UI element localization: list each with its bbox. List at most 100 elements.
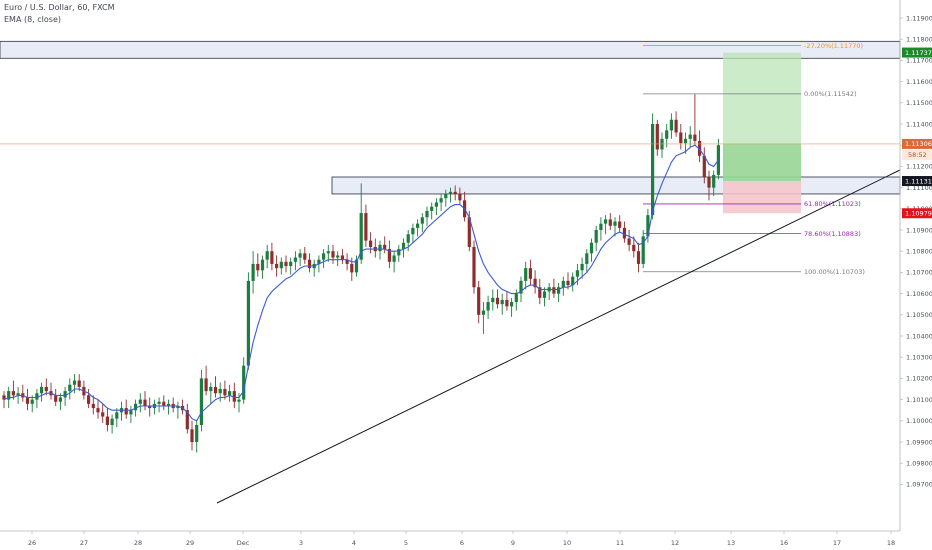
candle-body <box>608 219 612 226</box>
candle-body <box>444 193 448 199</box>
x-tick-label: 13 <box>727 539 735 547</box>
y-tick-label: 1.10500 <box>906 311 932 319</box>
candle-body <box>401 242 406 250</box>
candle-body <box>246 280 250 366</box>
x-tick-label: 5 <box>404 539 408 547</box>
y-tick-label: 1.10200 <box>906 375 932 383</box>
candle-body <box>392 255 396 262</box>
candle-body <box>124 408 128 415</box>
candle-body <box>260 259 265 271</box>
candle-body <box>420 217 424 224</box>
candle-body <box>298 253 302 258</box>
candle-body <box>495 297 500 305</box>
candle-body <box>387 249 391 262</box>
candle-body <box>96 408 100 413</box>
candle-body <box>599 223 603 230</box>
candle-body <box>7 391 11 400</box>
candle-body <box>585 253 589 264</box>
candle-body <box>284 261 288 267</box>
candle-body <box>467 217 471 247</box>
candle-body <box>242 365 246 400</box>
candle-body <box>331 251 335 258</box>
y-tick-label: 1.11400 <box>906 120 932 128</box>
candle-body <box>195 425 199 442</box>
candle-body <box>218 389 222 394</box>
y-tick-label: 1.11900 <box>906 14 932 22</box>
candle-body <box>138 399 142 404</box>
candle-body <box>524 268 528 281</box>
candle-body <box>143 399 147 406</box>
x-tick-label: 4 <box>352 539 356 547</box>
price-tag-label: 1.11131 <box>905 177 932 185</box>
candle-body <box>683 138 688 144</box>
countdown-label: 58:52 <box>908 151 927 159</box>
candle-body <box>665 130 669 139</box>
y-tick-label: 1.11200 <box>906 163 932 171</box>
y-tick-label: 1.10100 <box>906 396 932 404</box>
candle-body <box>580 263 584 271</box>
price-tag <box>902 138 932 149</box>
candle-body <box>44 386 48 392</box>
candle-body <box>575 270 579 277</box>
candle-body <box>378 244 382 252</box>
y-tick-label: 1.11800 <box>906 36 932 44</box>
candle-body <box>627 238 631 245</box>
candle-body <box>679 132 683 144</box>
candle-body <box>30 399 34 404</box>
price-tag <box>902 176 932 187</box>
candle-body <box>500 299 504 305</box>
candle-body <box>434 202 438 207</box>
x-tick-label: 26 <box>28 539 36 547</box>
candle-body <box>87 395 91 404</box>
zone-rectangle[interactable] <box>331 176 901 195</box>
candle-body <box>533 278 537 288</box>
candle-body <box>411 227 415 235</box>
candle-body <box>646 215 650 237</box>
candle-body <box>115 412 119 419</box>
y-tick-label: 1.10300 <box>906 354 932 362</box>
candle-body <box>354 259 359 273</box>
candle-body <box>157 401 161 404</box>
candle-body <box>712 174 716 188</box>
stop-area[interactable] <box>723 181 801 214</box>
trendline[interactable] <box>216 169 901 504</box>
y-tick-label: 1.09700 <box>906 481 932 489</box>
candle-body <box>237 399 241 402</box>
candle-body <box>542 291 547 298</box>
price-tag-label: 1.11306 <box>905 140 932 148</box>
candle-body <box>11 391 15 396</box>
candle-body <box>340 255 344 260</box>
candle-body <box>204 378 208 392</box>
candle-body <box>416 223 420 228</box>
candle-body <box>651 124 655 216</box>
fib-level-label: -27.20%(1.11770) <box>804 42 863 50</box>
candle-body <box>618 221 622 228</box>
candle-body <box>453 191 457 194</box>
y-tick-label: 1.10700 <box>906 269 932 277</box>
chart-title: Euro / U.S. Dollar, 60, FXCM <box>4 3 115 12</box>
candle-body <box>209 386 213 392</box>
candle-body <box>594 230 598 243</box>
countdown-tag <box>902 149 932 160</box>
candle-body <box>669 119 673 131</box>
candle-body <box>364 213 368 241</box>
candle-body <box>350 263 354 273</box>
indicator-legend: EMA (8, close) <box>4 15 61 24</box>
candle-body <box>641 236 645 264</box>
x-tick-label: 16 <box>780 539 788 547</box>
candle-body <box>54 395 58 402</box>
ema-line[interactable] <box>3 144 719 422</box>
y-tick-label: 1.11500 <box>906 99 932 107</box>
candle-body <box>101 412 105 417</box>
candle-body <box>477 287 481 315</box>
candle-body <box>448 191 453 194</box>
candle-body <box>519 280 523 294</box>
candle-body <box>674 119 678 133</box>
candle-body <box>223 389 227 396</box>
candle-body <box>693 134 697 141</box>
fib-level-label: 61.80%(1.11023) <box>804 200 861 208</box>
candle-body <box>406 234 410 243</box>
candle-body <box>232 391 236 402</box>
x-tick-label: 9 <box>511 539 515 547</box>
